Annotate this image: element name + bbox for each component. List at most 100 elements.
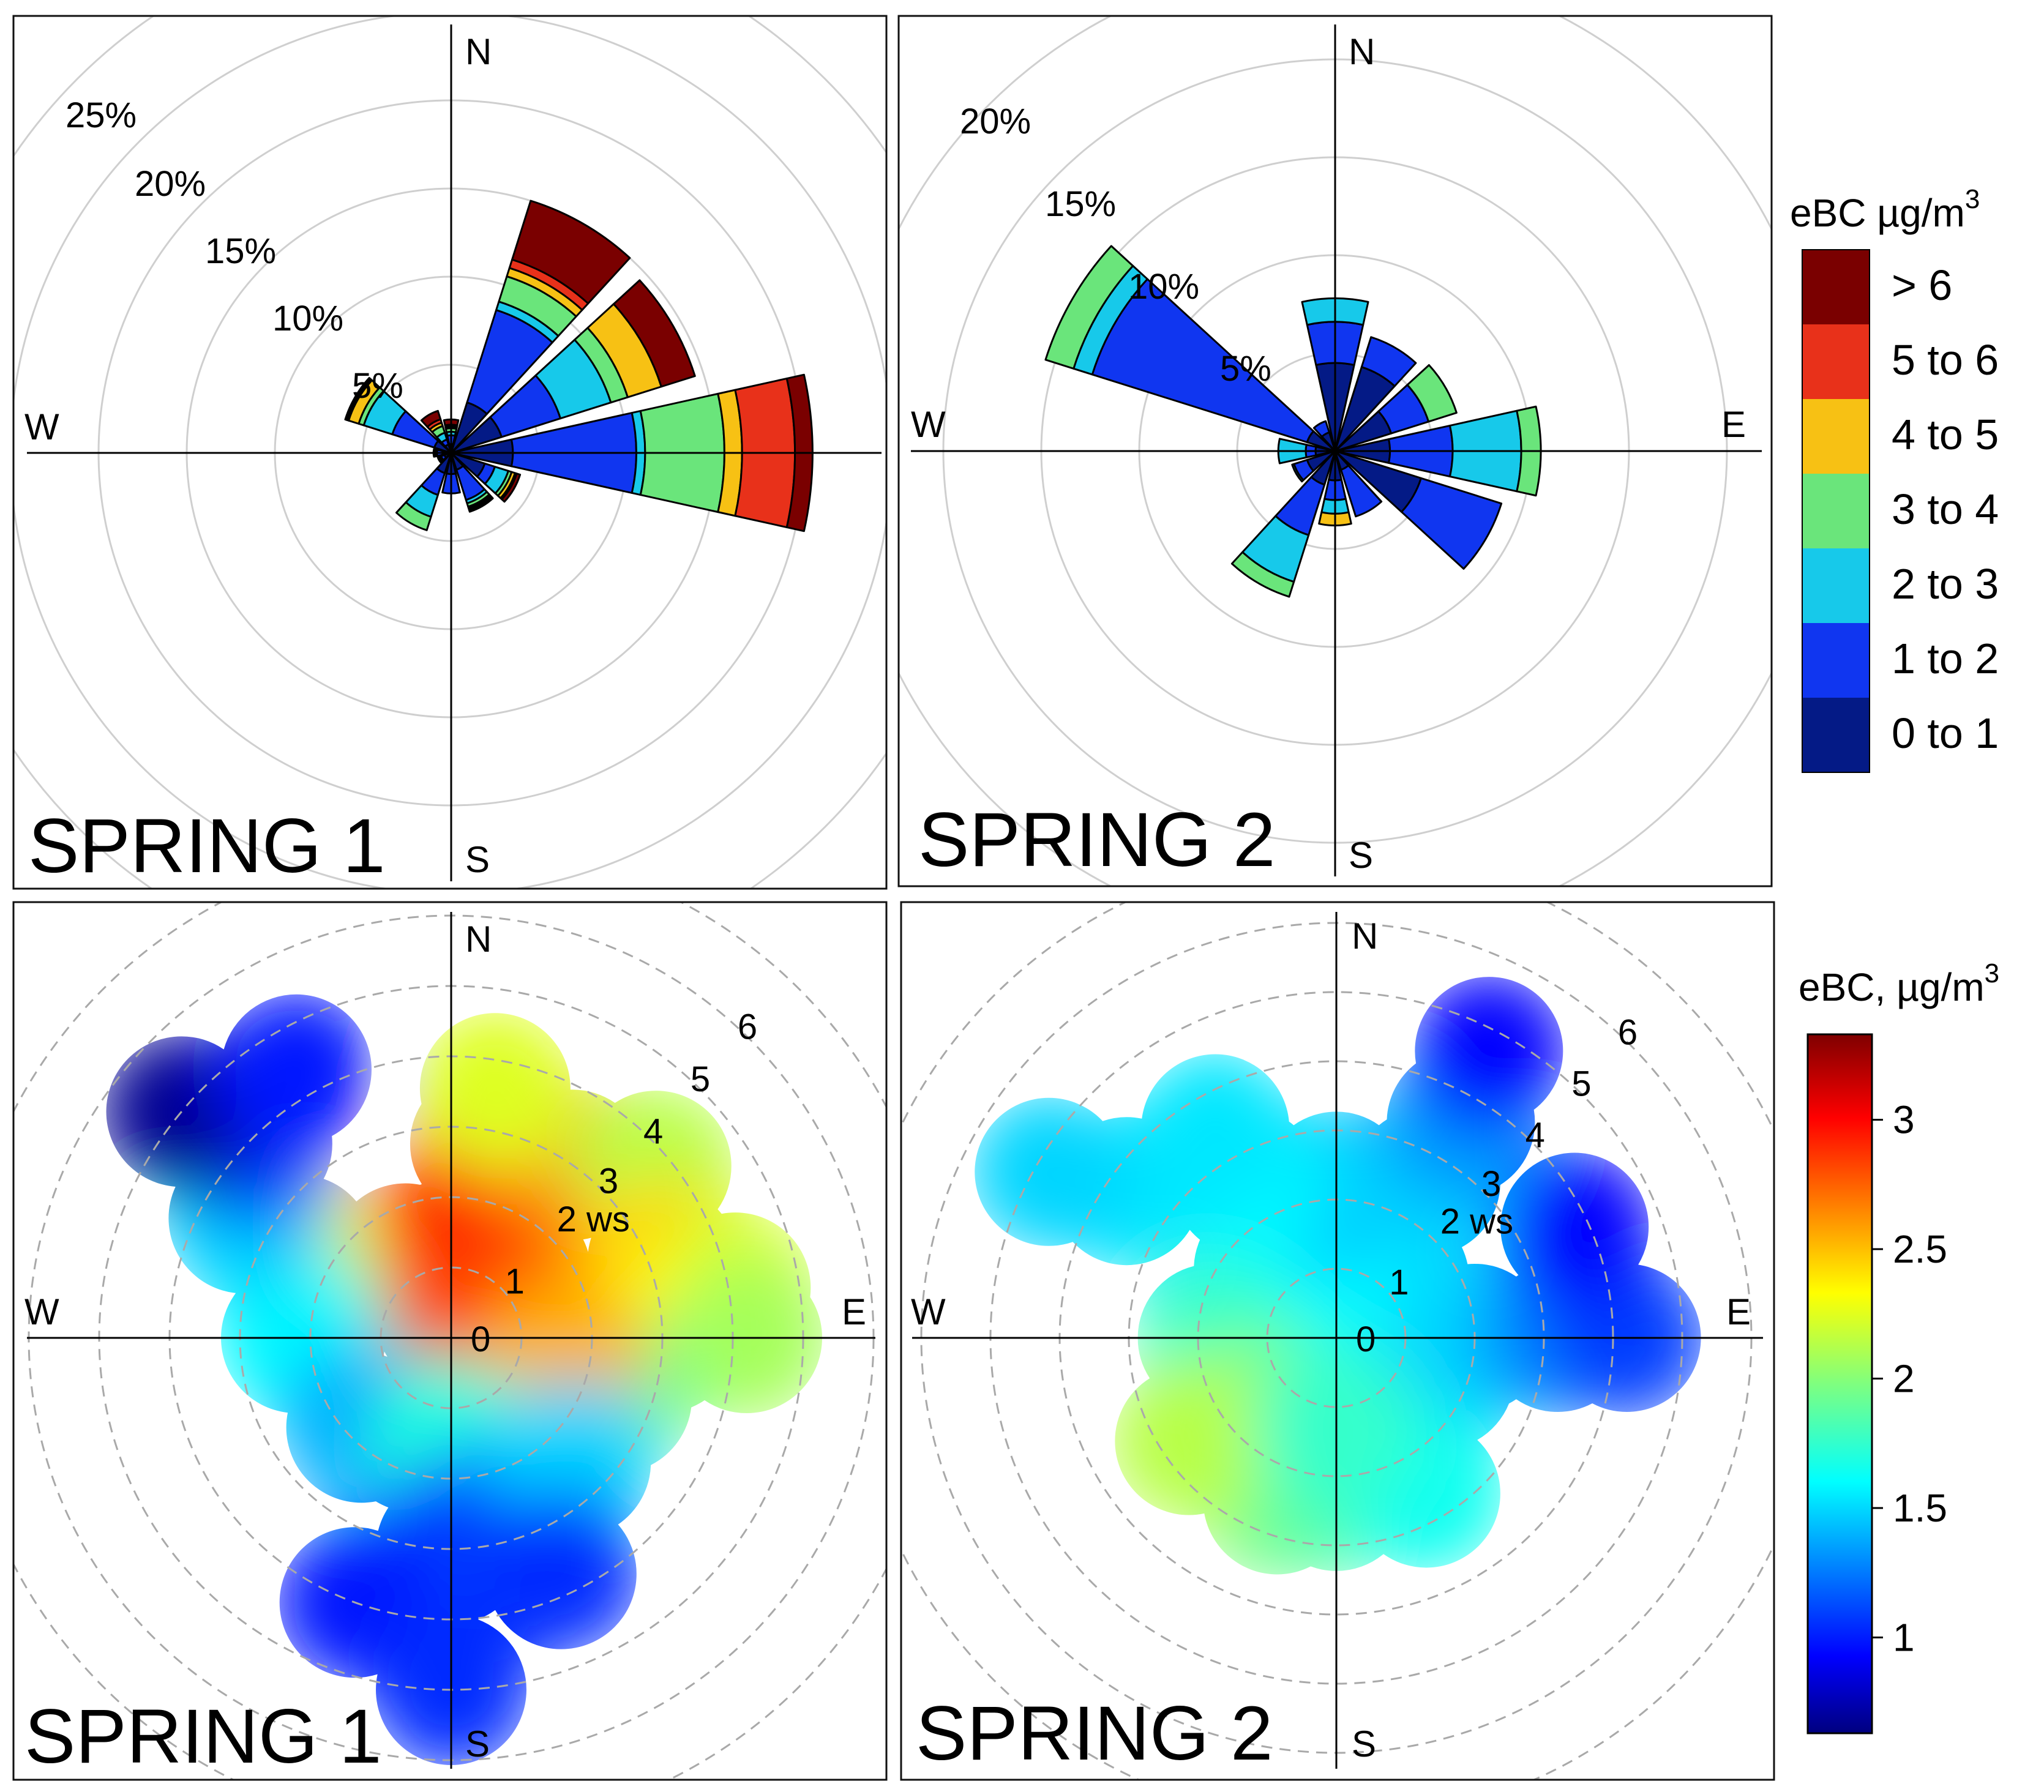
legend-swatch-frame — [1802, 249, 1870, 773]
polarplot-ring-label: 3 — [599, 1162, 618, 1201]
polarplot-2-heatmap — [975, 977, 1701, 1575]
colorbar-tick-label: 1.5 — [1893, 1486, 1947, 1530]
windrose-wedge-segment — [468, 496, 494, 513]
legend-swatch-label: 1 to 2 — [1892, 635, 1999, 682]
colorbar-tick-label: 2 — [1893, 1357, 1915, 1401]
polarplot-1-frame — [12, 901, 888, 1781]
polarplot-cell — [1106, 1357, 1273, 1525]
legend-swatch-label: 5 to 6 — [1892, 336, 1999, 384]
legend-swatch — [1802, 623, 1870, 698]
windrose-wedge-segment — [436, 455, 443, 464]
colorbar-tick-label: 2.5 — [1893, 1227, 1947, 1271]
polarplot-1-heatmap — [106, 994, 822, 1765]
windrose-2-ring-label: 5% — [1220, 349, 1271, 389]
windrose-1-ring-label: 5% — [352, 366, 403, 406]
polarplot-ring-label: 2 ws — [557, 1200, 630, 1239]
polarplot-2-west-label: W — [911, 1291, 946, 1332]
polarplot-1-north-label: N — [465, 919, 492, 960]
colorbar-ticks: 3 2.5 2 1.5 1 — [1872, 1098, 1947, 1660]
legend-swatch-label: > 6 — [1892, 261, 1952, 309]
colorbar-title: eBC, µg/m3 — [1799, 958, 1999, 1009]
polarplot-heat-blur — [106, 994, 822, 1765]
windrose-2-frame — [897, 15, 1773, 887]
legend-swatch-label: 2 to 3 — [1892, 560, 1999, 608]
polarplot-ring-label: 3 — [1481, 1164, 1501, 1204]
legend-swatch-label: 4 to 5 — [1892, 411, 1999, 458]
polarplot-cell — [975, 1088, 1132, 1255]
legend-swatch — [1802, 474, 1870, 548]
windrose-wedge-segment — [501, 472, 522, 503]
polarplot-cell — [410, 1004, 580, 1173]
colorbar-tick-label: 3 — [1893, 1098, 1915, 1142]
windrose-1-ring-label: 15% — [205, 231, 276, 271]
polarplot-cell — [1406, 977, 1573, 1135]
windrose-wedge-segment — [511, 200, 631, 305]
windrose-2-ring-label: 20% — [960, 102, 1031, 141]
windrose-spring-2: N S W E 5% 10% 15% 20% SPRING 2 — [897, 15, 1773, 887]
polarplot-ring-label: 1 — [505, 1262, 525, 1302]
polarplot-ring-label: 4 — [643, 1111, 663, 1151]
windrose-wedge-segment — [420, 409, 442, 428]
polarplot-2-season-label: SPRING 2 — [916, 1691, 1273, 1776]
windrose-2-ring-label: 15% — [1045, 184, 1116, 224]
windrose-wedge-segment — [1230, 551, 1295, 598]
legend-swatch — [1802, 698, 1870, 772]
windrose-2-season-label: SPRING 2 — [918, 797, 1276, 883]
legend-swatch — [1802, 399, 1870, 474]
windrose-2-south-label: S — [1349, 835, 1373, 876]
windrose-1-west-label: W — [24, 406, 59, 447]
colorbar: eBC, µg/m3 32.521.51 — [1799, 958, 1999, 1734]
polarplot-1-season-label: SPRING 1 — [24, 1694, 382, 1779]
windrose-1-ring-label: 10% — [272, 299, 343, 338]
windrose-wedge-segment — [1340, 465, 1383, 518]
windrose-wedge-segment — [1044, 245, 1134, 370]
polarplot-ring-label: 2 ws — [1440, 1202, 1513, 1242]
polarplot-cell — [476, 1489, 646, 1659]
windrose-legend-swatches: > 6 5 to 6 4 to 5 3 to 4 2 to 3 1 to 2 0 to 1 — [1802, 249, 1999, 773]
windrose-1-wedges — [344, 200, 814, 532]
polarplot-1-west-label: W — [24, 1291, 59, 1332]
legend-swatch — [1802, 250, 1870, 324]
windrose-1-season-label: SPRING 1 — [28, 804, 386, 889]
windrose-2-ring-label: 10% — [1128, 267, 1199, 307]
windrose-wedge-segment — [1401, 477, 1503, 570]
polarplot-ring-label: 5 — [691, 1059, 710, 1099]
polarplot-heat-region — [975, 977, 1701, 1575]
windrose-wedge-segment — [1360, 336, 1417, 387]
legend-swatch-label: 0 to 1 — [1892, 709, 1999, 757]
windrose-1-frame — [12, 15, 888, 890]
windrose-spring-1: N S W 5% 10% 15% 20% 25% SPRING 1 — [12, 15, 888, 890]
polarplot-ring-label: 6 — [1618, 1012, 1638, 1052]
windrose-wedge-segment — [612, 279, 696, 388]
polarplot-2-east-label: E — [1726, 1291, 1751, 1332]
windrose-1-ring-label: 20% — [135, 164, 206, 204]
polarplot-2-north-label: N — [1352, 916, 1378, 957]
windrose-wedge-segment — [1291, 463, 1305, 483]
polarplot-ring-label: 1 — [1389, 1263, 1409, 1302]
windrose-wedge-segment — [1312, 420, 1330, 438]
polarplot-ring-label: 4 — [1526, 1115, 1545, 1155]
windrose-wedge-segment — [1406, 364, 1458, 423]
windrose-2-wedges — [1044, 245, 1542, 598]
polarplot-ring-label: 0 — [471, 1320, 490, 1359]
polarplot-ring-label: 5 — [1571, 1064, 1591, 1103]
windrose-2-west-label: W — [911, 404, 946, 445]
legend-swatch-label: 3 to 4 — [1892, 485, 1999, 533]
polarplot-2-south-label: S — [1352, 1723, 1376, 1764]
windrose-1-north-label: N — [465, 31, 492, 72]
colorbar-gradient — [1806, 1033, 1873, 1734]
windrose-legend: eBC µg/m3 > 6 5 to 6 4 to 5 3 to 4 2 to 3 1 t… — [1790, 184, 1999, 773]
polarplot-cell — [212, 994, 381, 1154]
colorbar-title-sup: 3 — [1985, 958, 1999, 988]
windrose-wedge-segment — [395, 501, 432, 531]
polarplot-heat-region — [106, 994, 822, 1765]
polarplot-ring-label: 0 — [1356, 1320, 1376, 1359]
windrose-wedge-segment — [344, 376, 372, 421]
windrose-legend-title: eBC µg/m3 — [1790, 184, 1980, 235]
polarplot-1-east-label: E — [842, 1291, 866, 1332]
